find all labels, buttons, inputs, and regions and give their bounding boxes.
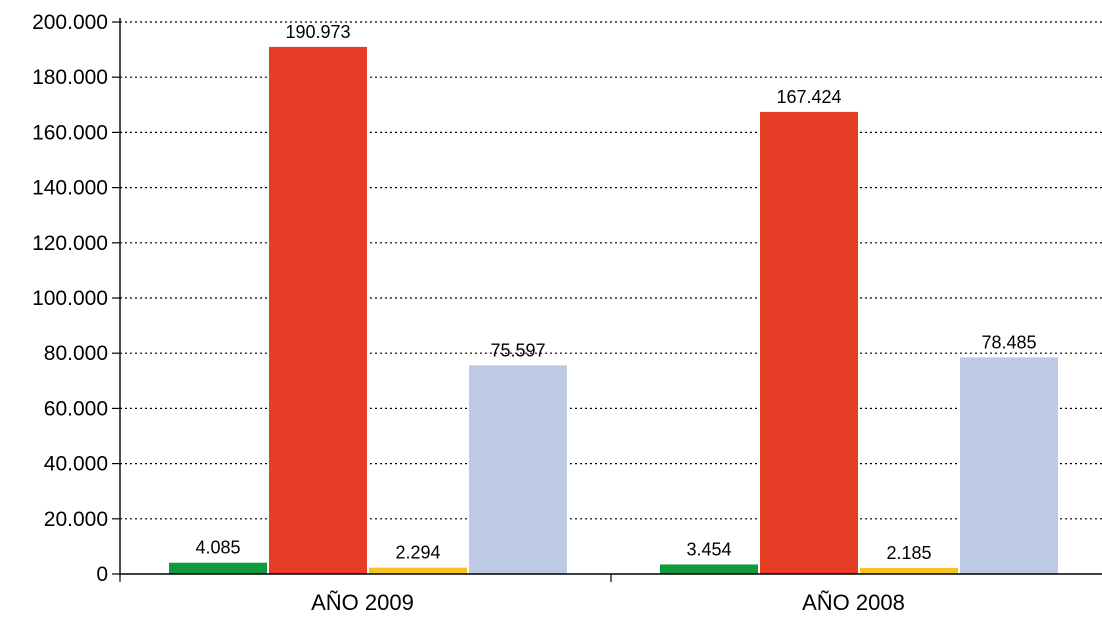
y-tick-label: 100.000 <box>32 287 108 310</box>
bar <box>660 564 758 574</box>
y-tick-label: 200.000 <box>32 11 108 34</box>
bar <box>960 357 1058 574</box>
data-label: 2.185 <box>886 543 931 563</box>
y-tick-label: 80.000 <box>44 342 108 365</box>
bar <box>860 567 958 574</box>
bar <box>369 567 467 574</box>
data-label: 190.973 <box>285 22 350 42</box>
x-category-label: AÑO 2008 <box>802 590 905 615</box>
data-label: 167.424 <box>776 87 841 107</box>
y-tick-label: 0 <box>96 563 108 586</box>
y-tick-label: 20.000 <box>44 508 108 531</box>
y-tick-label: 120.000 <box>32 232 108 255</box>
data-label: 3.454 <box>686 539 731 559</box>
bar <box>169 562 267 574</box>
x-category-label: AÑO 2009 <box>311 590 414 615</box>
y-tick-label: 140.000 <box>32 177 108 200</box>
y-tick-label: 60.000 <box>44 397 108 420</box>
data-label: 78.485 <box>981 332 1036 352</box>
bar <box>269 46 367 574</box>
bar <box>469 365 567 574</box>
bar <box>760 111 858 574</box>
data-label: 75.597 <box>490 340 545 360</box>
y-tick-label: 180.000 <box>32 66 108 89</box>
y-tick-label: 40.000 <box>44 453 108 476</box>
data-label: 4.085 <box>195 538 240 558</box>
y-tick-label: 160.000 <box>32 121 108 144</box>
data-label: 2.294 <box>395 543 440 563</box>
